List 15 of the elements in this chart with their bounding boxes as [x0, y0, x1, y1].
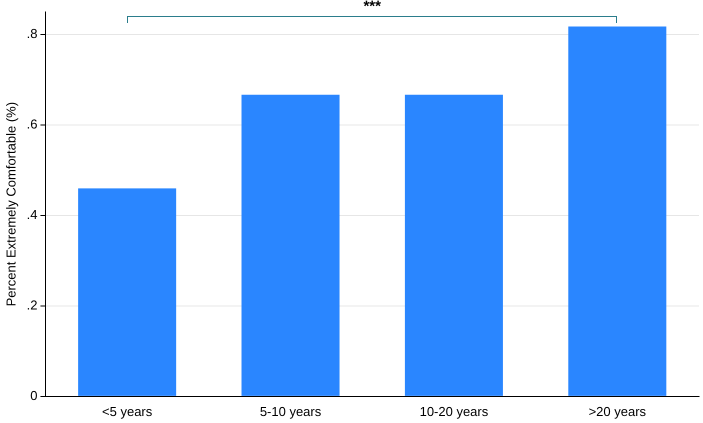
bar	[242, 94, 340, 396]
y-tick-label: .4	[26, 207, 38, 222]
x-tick-label: <5 years	[102, 404, 153, 419]
bar	[78, 188, 176, 396]
x-tick-label: 5-10 years	[260, 404, 322, 419]
annotation: ***	[363, 0, 381, 15]
x-tick-label: >20 years	[588, 404, 647, 419]
bar	[404, 94, 503, 396]
y-tick-label: .8	[26, 26, 38, 42]
y-tick-label: 0	[30, 388, 38, 403]
bar	[568, 26, 666, 396]
y-axis-title: Percent Extremely Comfortable (%)	[3, 102, 18, 306]
y-tick-label: .6	[26, 116, 38, 132]
y-tick-label: .2	[26, 298, 38, 313]
x-tick-label: 10-20 years	[420, 404, 489, 419]
